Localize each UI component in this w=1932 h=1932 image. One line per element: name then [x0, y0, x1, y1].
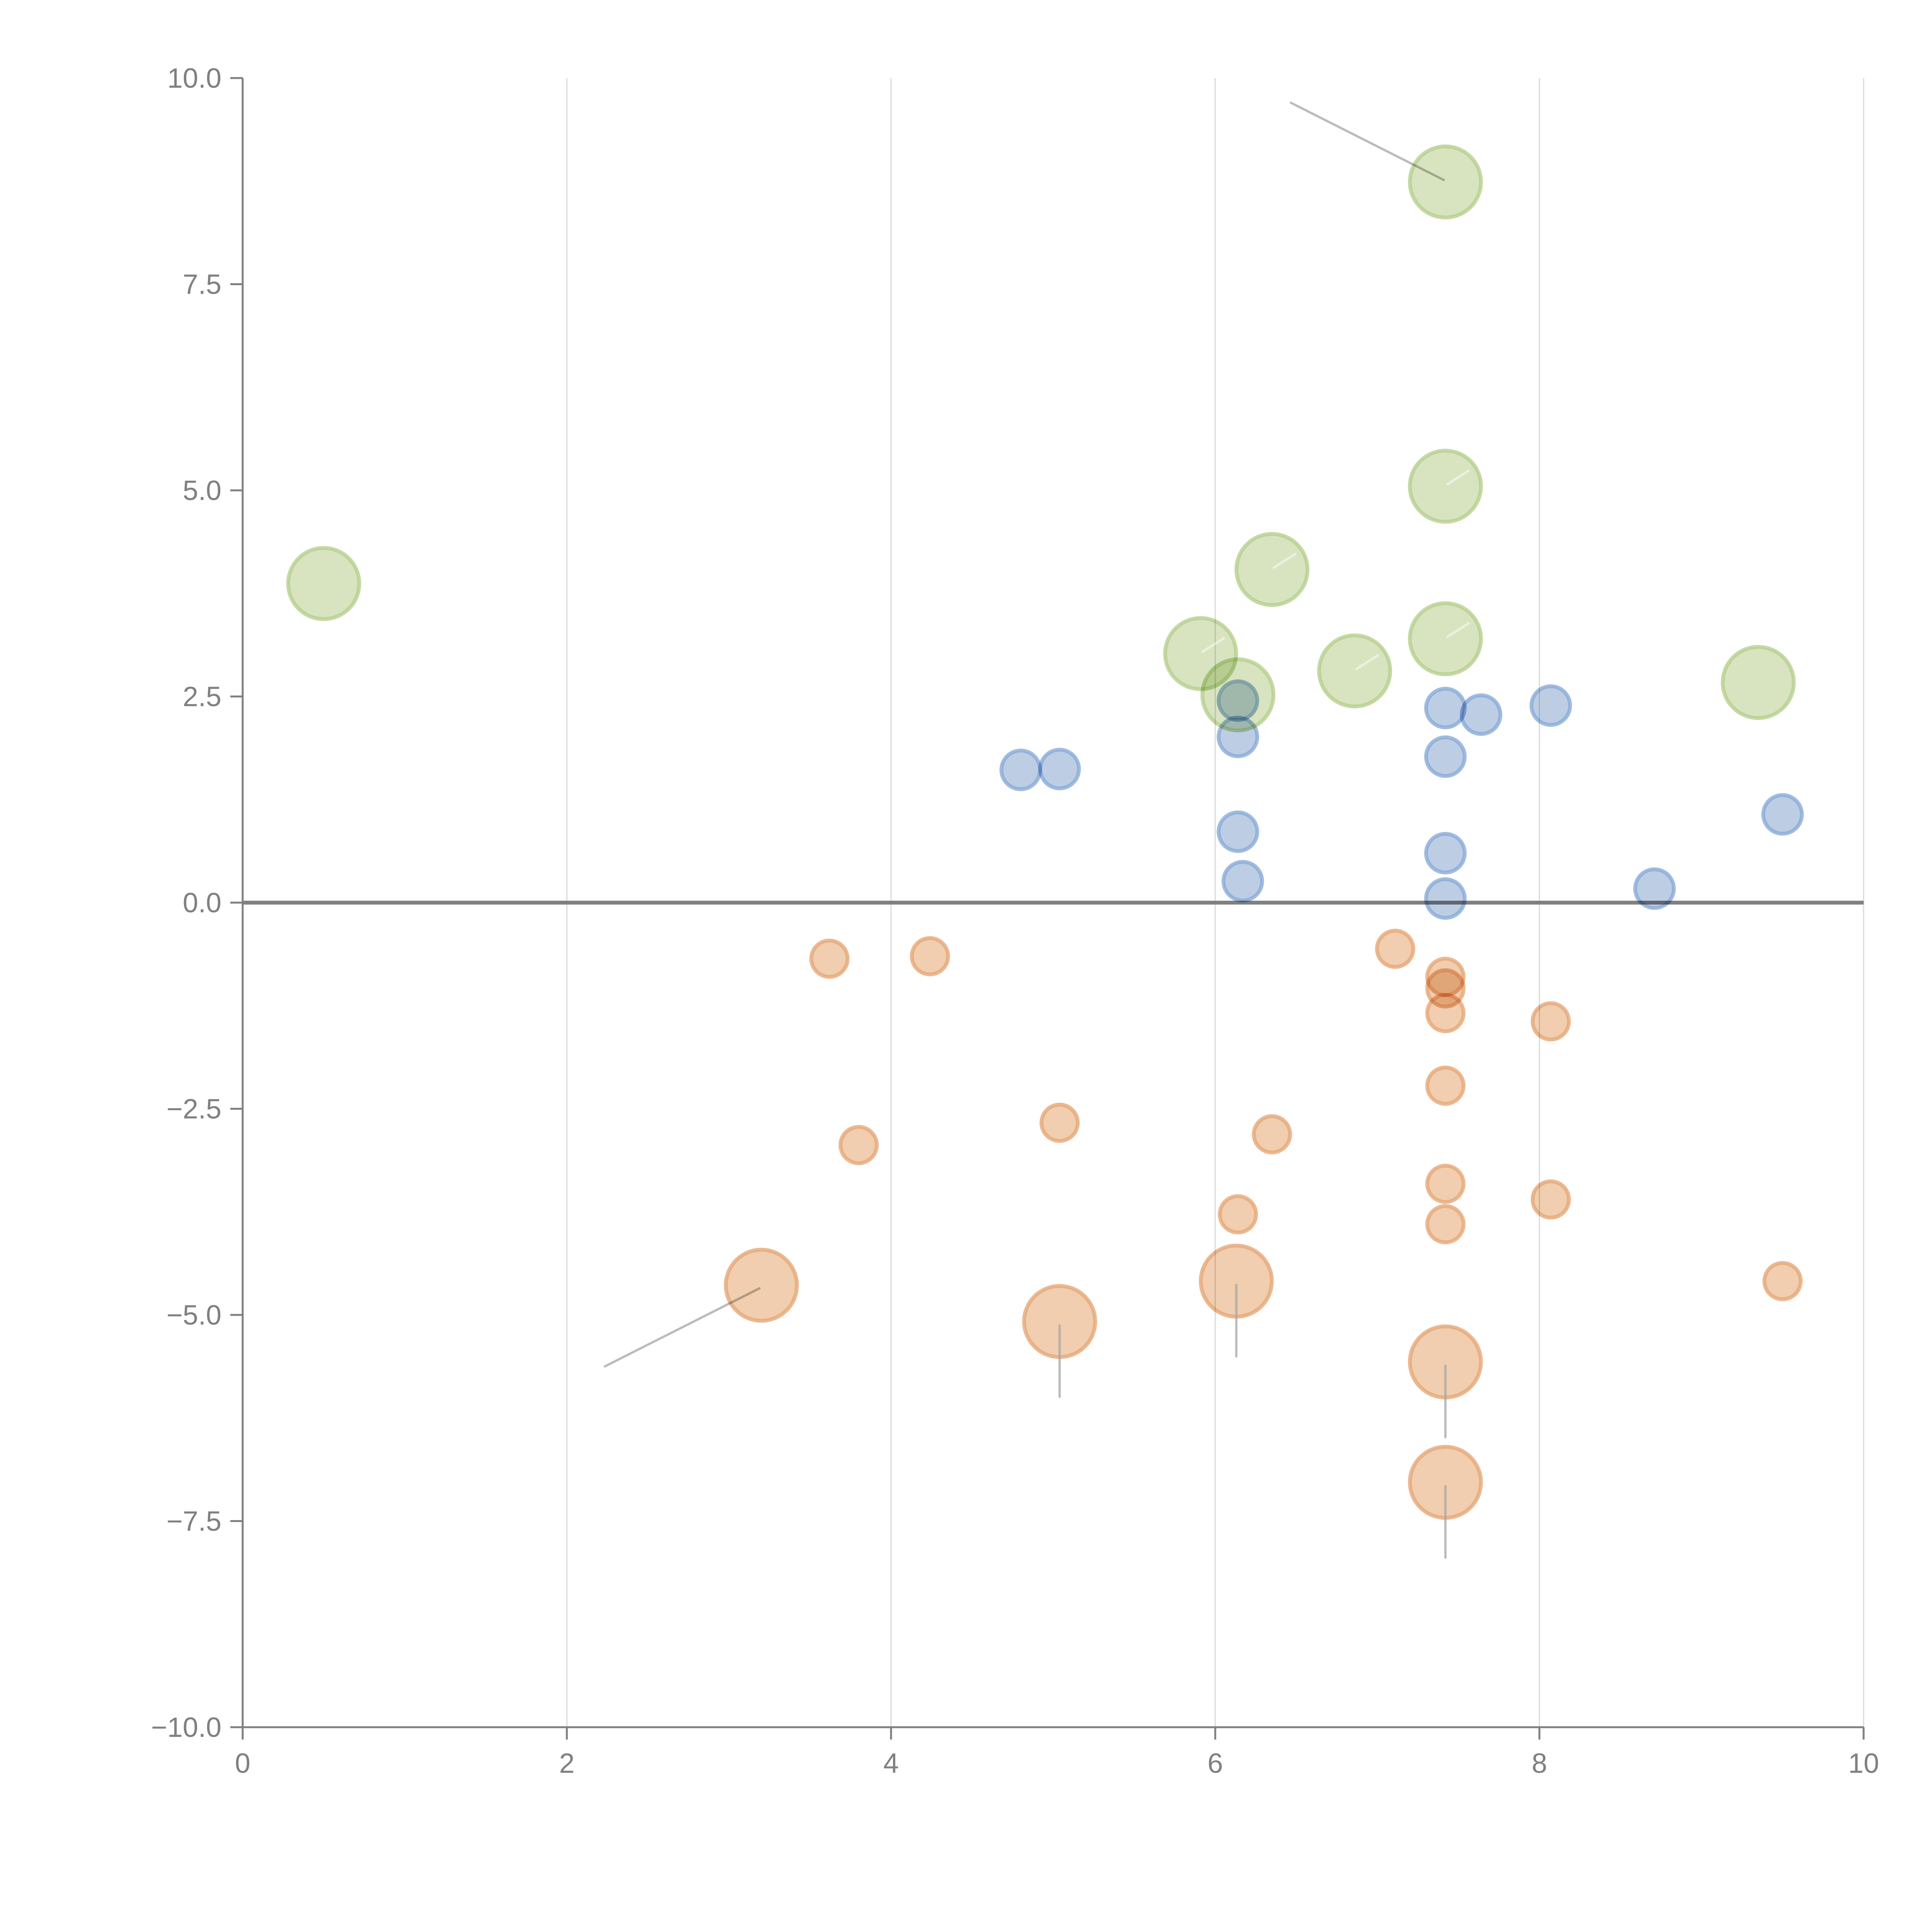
- inner-leader-line: [1201, 637, 1225, 653]
- y-tick-label: 2.5: [183, 682, 221, 713]
- y-tick-label: −7.5: [167, 1506, 221, 1537]
- blue-point: [1424, 877, 1467, 920]
- y-tick-label: −10.0: [151, 1712, 221, 1743]
- green-point: [1234, 532, 1310, 607]
- x-tick-label: 8: [1532, 1748, 1547, 1779]
- green-point: [1408, 601, 1483, 677]
- y-tick-label: 10.0: [167, 63, 221, 94]
- orange-point: [910, 936, 950, 976]
- orange-point: [1425, 1204, 1466, 1245]
- orange-point: [809, 939, 850, 979]
- orange-point: [1531, 1001, 1571, 1042]
- y-tick-label: −5.0: [167, 1300, 221, 1331]
- blue-point: [1216, 716, 1259, 759]
- data-points: [286, 144, 1804, 1520]
- inner-leader-line: [1446, 469, 1470, 486]
- x-tick-label: 6: [1208, 1748, 1223, 1779]
- orange-point: [1425, 993, 1466, 1033]
- orange-point: [838, 1125, 879, 1165]
- blue-point: [999, 748, 1042, 791]
- green-point: [1408, 144, 1483, 219]
- inner-leader-line: [1355, 654, 1379, 670]
- green-point: [1721, 645, 1796, 720]
- y-tick-label: 5.0: [183, 475, 221, 506]
- blue-point: [1038, 748, 1081, 791]
- orange-point: [1039, 1102, 1080, 1143]
- green-point: [286, 546, 361, 621]
- orange-point: [724, 1248, 799, 1323]
- y-tick-label: −2.5: [167, 1094, 221, 1125]
- orange-point: [1218, 1194, 1258, 1235]
- green-point: [1408, 449, 1483, 524]
- inner-leader-lines: [1058, 469, 1470, 1559]
- green-point: [1317, 633, 1392, 709]
- blue-point: [1529, 684, 1572, 727]
- y-tick-label: 7.5: [183, 269, 221, 300]
- axes: 0 2 4 6 8 10 10.0 7.5 5.0 2.5 0.0 −2.5 −5.0 −7.5 −10.0: [151, 63, 1879, 1779]
- orange-point: [1425, 1065, 1466, 1106]
- inner-leader-line: [1272, 553, 1296, 569]
- inner-leader-line: [1446, 622, 1470, 638]
- blue-point: [1761, 793, 1804, 836]
- leader-lines: [604, 101, 1445, 1368]
- blue-point: [1221, 860, 1264, 903]
- blue-point: [1633, 867, 1676, 910]
- x-tick-label: 0: [235, 1748, 250, 1779]
- x-tick-label: 10: [1848, 1748, 1879, 1779]
- blue-point: [1424, 735, 1467, 778]
- orange-point: [1375, 929, 1415, 969]
- orange-point: [1762, 1261, 1803, 1301]
- x-tick-label: 4: [883, 1748, 899, 1779]
- blue-point: [1216, 679, 1259, 722]
- orange-point: [1252, 1114, 1292, 1155]
- orange-point: [1425, 1163, 1466, 1204]
- blue-point: [1459, 693, 1502, 736]
- blue-point: [1216, 810, 1259, 853]
- blue-point: [1424, 832, 1467, 874]
- x-tick-label: 2: [559, 1748, 575, 1779]
- blue-point: [1424, 687, 1467, 730]
- y-tick-label: 0.0: [183, 888, 221, 918]
- orange-point: [1531, 1179, 1571, 1220]
